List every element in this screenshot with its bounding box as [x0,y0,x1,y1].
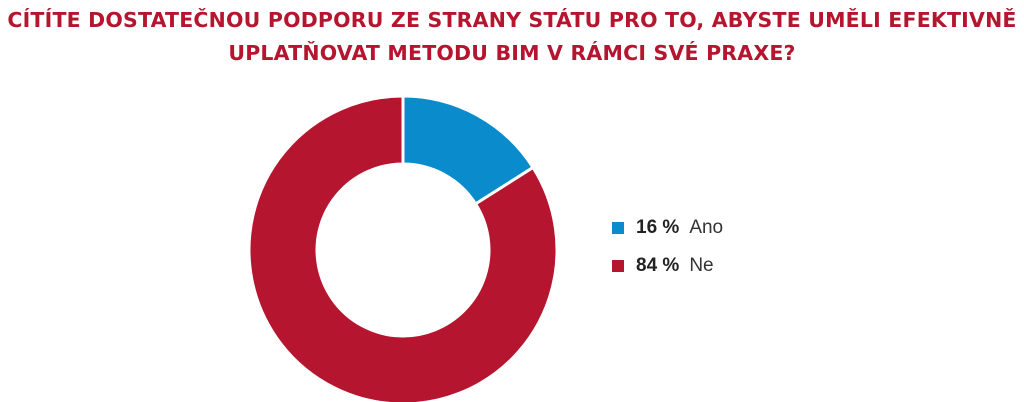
chart-legend: 16 % Ano 84 % Ne [612,216,723,292]
legend-swatch-ne [612,259,624,272]
legend-value-ano: 16 % [636,216,680,238]
legend-value-ne: 84 % [636,254,680,276]
chart-title-line-2: UPLATŇOVAT METODU BIM V RÁMCI SVÉ PRAXE? [228,41,796,65]
chart-title: CÍTÍTE DOSTATEČNOU PODPORU ZE STRANY STÁ… [0,4,1024,70]
donut-slice-ne [247,94,559,402]
legend-item-ano: 16 % Ano [612,216,723,239]
legend-label-ne: Ne [689,254,714,276]
chart-title-line-1: CÍTÍTE DOSTATEČNOU PODPORU ZE STRANY STÁ… [7,8,1017,32]
legend-label-ano: Ano [689,216,724,238]
legend-item-ne: 84 % Ne [612,254,723,277]
legend-swatch-ano [612,221,624,234]
